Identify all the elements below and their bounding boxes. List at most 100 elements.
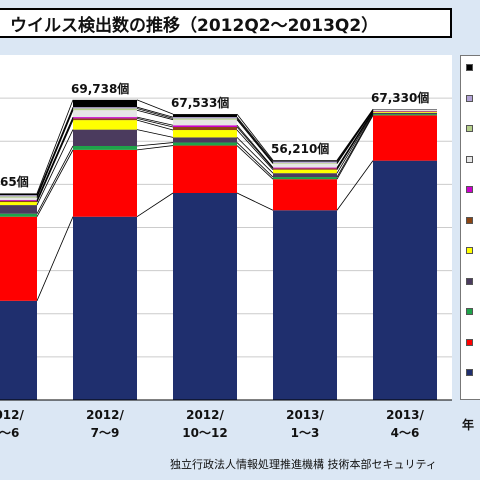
connector-line: [136, 192, 174, 218]
connector-line: [136, 116, 174, 126]
bar-segment-s7-c2: [73, 117, 137, 119]
x-tick-label: 2012/4～6: [0, 406, 45, 442]
legend-swatch: [466, 277, 473, 285]
legend-swatch: [466, 94, 473, 102]
legend-swatch: [466, 338, 473, 346]
bar-segment-s2-c1: [0, 216, 37, 301]
connector-line: [336, 112, 374, 174]
bar-segment-s8-c3: [173, 119, 237, 126]
bar-segment-s4-c3: [173, 137, 237, 143]
x-tick-line: 2013/: [286, 408, 324, 422]
bar-segment-s8-c5: [373, 110, 437, 112]
x-tick-label: 2012/10～12: [165, 406, 245, 442]
y-unit-label: 年: [462, 418, 475, 432]
bar-segment-s5-c3: [173, 130, 237, 138]
legend-swatch: [466, 247, 473, 254]
bar-segment-s6-c4: [273, 168, 337, 170]
bar-segment-s7-c4: [273, 167, 337, 169]
legend-swatch: [466, 64, 473, 71]
connector-line: [136, 142, 174, 147]
total-value-label: 69,738個: [71, 81, 130, 96]
bar-segment-s4-c2: [73, 129, 137, 146]
bar-segment-s7-c3: [173, 125, 237, 128]
bar-segment-s9-c1: [0, 196, 37, 198]
bar-segment-s4-c1: [0, 205, 37, 214]
connector-line: [36, 99, 74, 194]
connector-line: [136, 129, 174, 138]
legend-swatch: [466, 155, 473, 163]
bar-segment-s4-c4: [273, 173, 337, 178]
x-tick-label: 2013/1～3: [265, 406, 345, 442]
bar-segment-s2-c4: [273, 179, 337, 211]
x-tick-line: 4～6: [0, 426, 20, 440]
bar-segment-s3-c3: [173, 142, 237, 146]
bar-segment-s9-c2: [73, 108, 137, 111]
connector-line: [36, 149, 74, 217]
x-tick-line: 2012/: [186, 408, 224, 422]
connector-line: [36, 119, 74, 203]
bar-segment-s1-c3: [173, 193, 237, 400]
x-tick-line: 2013/: [386, 408, 424, 422]
connector-line: [136, 106, 174, 118]
bar-segment-s3-c5: [373, 114, 437, 116]
connector-line: [36, 129, 74, 206]
bar-segment-s8-c2: [73, 110, 137, 118]
bar-segment-s1-c2: [73, 216, 137, 400]
connector-line: [136, 119, 174, 131]
connector-line: [36, 216, 74, 301]
connector-line: [336, 108, 374, 161]
bar-segment-s11-c3: [173, 114, 237, 118]
bar-segment-s3-c1: [0, 213, 37, 217]
connector-line: [236, 145, 274, 180]
bar-segment-s11-c4: [273, 160, 337, 162]
bar-segment-s3-c4: [273, 177, 337, 180]
bar-segment-s5-c2: [73, 120, 137, 130]
bar-segment-s11-c1: [0, 193, 37, 196]
connector-line: [236, 119, 274, 164]
bar-segment-s9-c3: [173, 118, 237, 120]
connector-line: [236, 137, 274, 174]
bar-segment-s5-c5: [373, 111, 437, 113]
connector-line: [36, 116, 74, 201]
connector-line: [236, 118, 274, 164]
total-value-label: 56,210個: [271, 142, 330, 157]
connector-line: [336, 113, 374, 178]
connector-line: [336, 110, 374, 168]
bar-segment-s8-c1: [0, 197, 37, 200]
connector-line: [136, 108, 174, 119]
connector-line: [236, 126, 274, 169]
bar-segment-s8-c4: [273, 163, 337, 168]
connector-line: [136, 109, 174, 121]
x-tick-label: 2013/4～6: [365, 406, 445, 442]
source-credit: 独立行政法人情報処理推進機構 技術本部セキュリティ: [170, 458, 437, 471]
chart-title: ウイルス検出数の推移（2012Q2～2013Q2）: [0, 8, 452, 38]
connector-line: [236, 113, 274, 161]
connector-line: [236, 142, 274, 178]
legend-swatch: [466, 308, 473, 315]
x-tick-label: 2012/7～9: [65, 406, 145, 442]
bar-segment-s7-c1: [0, 199, 37, 201]
connector-line: [236, 129, 274, 170]
legend-swatch: [466, 216, 473, 224]
connector-line: [36, 108, 74, 197]
bar-segment-s10-c2: [73, 107, 137, 109]
connector-line: [136, 99, 174, 115]
bar-segment-s4-c5: [373, 112, 437, 115]
total-value-label: 67,330個: [371, 91, 430, 106]
x-tick-line: 2012/: [86, 408, 124, 422]
bar-segment-s5-c4: [273, 169, 337, 174]
bar-segment-s6-c1: [0, 200, 37, 203]
legend-swatch: [466, 369, 473, 376]
legend: [460, 55, 480, 400]
x-tick-line: 10～12: [182, 426, 228, 440]
bar-segment-s6-c2: [73, 118, 137, 121]
x-tick-line: 4～6: [390, 426, 420, 440]
x-tick-line: 7～9: [90, 426, 120, 440]
connector-line: [236, 192, 274, 211]
connector-line: [36, 110, 74, 198]
total-value-label: 67,533個: [171, 96, 230, 111]
bar-segment-s3-c2: [73, 145, 137, 150]
connector-line: [236, 116, 274, 162]
bar-segment-s2-c5: [373, 115, 437, 161]
connector-line: [236, 125, 274, 168]
